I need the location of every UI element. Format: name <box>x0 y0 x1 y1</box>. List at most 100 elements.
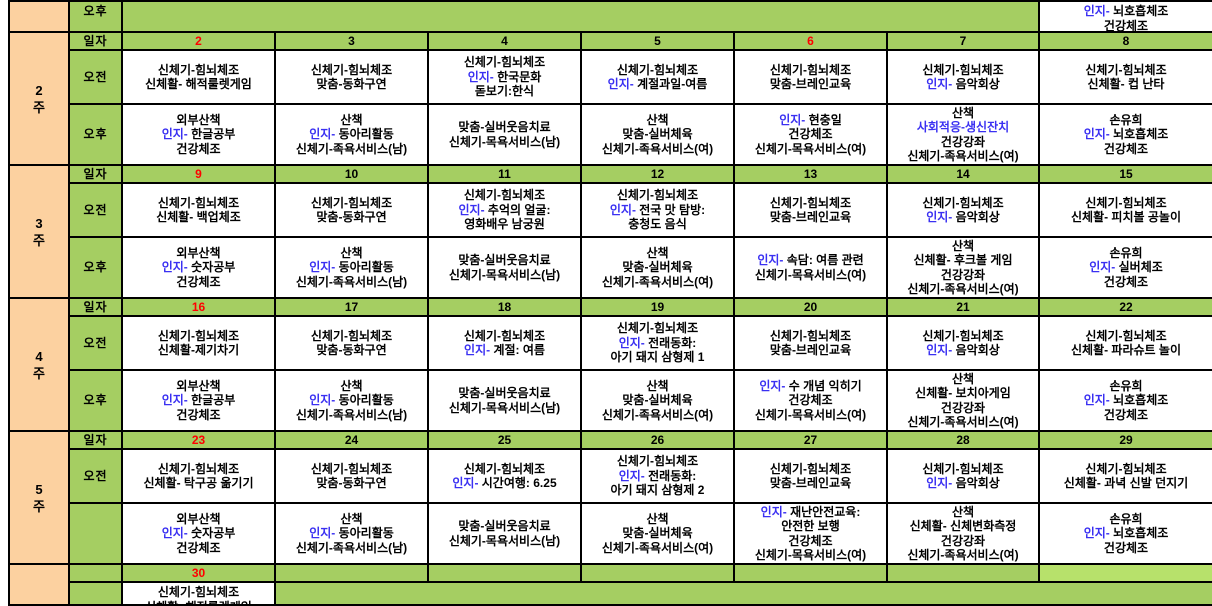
pm-cell-9: 외부산책 인지- 숫자공부 건강체조 <box>123 238 276 299</box>
empty-strip-week6 <box>276 583 1212 606</box>
cell-line: 산책 <box>340 511 363 526</box>
cell-line: 건강강좌 <box>940 267 986 282</box>
date-cell-18: 18 <box>429 299 582 317</box>
row-label-pm-w2: 오후 <box>70 105 123 166</box>
row-label-pm-w4: 오후 <box>70 371 123 432</box>
date-cell-16: 16 <box>123 299 276 317</box>
cell-line: 17 <box>344 299 359 314</box>
pm-cell-6: 인지- 현충일 건강체조 신체기-목욕서비스(여) <box>735 105 888 166</box>
cell-line: 맞춤-브레인교육 <box>769 210 852 224</box>
cell-line: 인지- 뇌호흡체조 <box>1083 393 1169 408</box>
cell-line: 아기 돼지 삼형제 2 <box>610 483 705 498</box>
date-cell-13: 13 <box>735 166 888 184</box>
cell-line: 건강체조 <box>1103 407 1149 422</box>
date-cell-29: 29 <box>1040 432 1212 450</box>
cell-line: 산책 <box>951 371 975 386</box>
cell-line: 오후 <box>83 260 108 275</box>
cell-line: 맞춤-실버웃음치료 <box>458 519 551 533</box>
date-cell-14: 14 <box>888 166 1040 184</box>
cell-line: 건강체조 <box>788 533 833 548</box>
am-cell-8: 신체기-힘뇌체조 신체활- 컵 난타 <box>1040 51 1212 105</box>
cell-line: 맞춤-브레인교육 <box>769 343 852 357</box>
cell-line: 인지- 뇌호흡체조 <box>1083 526 1169 541</box>
row-label-pm-w1: 오후 <box>70 2 123 33</box>
row-label-date-w4: 일자 <box>70 299 123 317</box>
cell-line: 28 <box>956 432 970 447</box>
cell-line: 신체활- 신체변화측정 <box>909 519 1017 533</box>
date-cell-10: 10 <box>276 166 429 184</box>
row-label-date-w3: 일자 <box>70 166 123 184</box>
cell-line: 신체기-힘뇌체조 <box>616 321 699 336</box>
am-cell-10: 신체기-힘뇌체조 맞춤-동화구연 <box>276 184 429 238</box>
cell-line: 신체기-힘뇌체조 <box>1085 195 1167 210</box>
cell-line: 신체활- 파라슈트 놀이 <box>1070 343 1182 357</box>
cell-line: 신체기-힘뇌체조 <box>1085 328 1167 343</box>
cell-line: 인지- 추억의 얼굴: <box>458 202 551 217</box>
pm-cell-25: 맞춤-실버웃음치료 신체기-목욕서비스(남) <box>429 504 582 565</box>
pm-cell-12: 산책 맞춤-실버체육 신체기-족욕서비스(여) <box>582 238 735 299</box>
cell-line: 돋보기:한식 <box>474 84 535 99</box>
cell-line: 오후 <box>83 127 108 142</box>
cell-line: 맞춤-브레인교육 <box>769 77 852 91</box>
date-cell-8: 8 <box>1040 33 1212 51</box>
date-cell-3: 3 <box>276 33 429 51</box>
cell-line: 22 <box>1119 299 1133 314</box>
cell-line: 건강체조 <box>1103 18 1149 33</box>
am-cell-20: 신체기-힘뇌체조 맞춤-브레인교육 <box>735 317 888 371</box>
date-cell-21: 21 <box>888 299 1040 317</box>
row-label-pm-w5 <box>70 504 123 565</box>
cell-line: 18 <box>497 299 512 314</box>
am-cell-16: 신체기-힘뇌체조 신체활-제기차기 <box>123 317 276 371</box>
cell-line: 산책 <box>340 112 363 127</box>
row-label-am-w4: 오전 <box>70 317 123 371</box>
cell-line: 30 <box>191 565 206 580</box>
cell-line: 인지- 전래동화: <box>618 335 697 350</box>
cell-line: 3 <box>35 215 43 231</box>
am-cell-12: 신체기-힘뇌체조 인지- 전국 맛 탐방: 충청도 음식 <box>582 184 735 238</box>
am-cell-27: 신체기-힘뇌체조 맞춤-브레인교육 <box>735 450 888 504</box>
cell-line: 신체기-목욕서비스(여) <box>754 548 867 562</box>
row-label-pm-w3: 오후 <box>70 238 123 299</box>
pm-cell-27: 인지- 재난안전교육: 안전한 보행 건강체조 신체기-목욕서비스(여) <box>735 504 888 565</box>
cell-line: 신체기-족욕서비스(여) <box>601 274 714 289</box>
pm-cell-7: 산책 사회적응-생신잔치 건강강좌 신체기-족욕서비스(여) <box>888 105 1040 166</box>
cell-line: 인지- 뇌호흡체조 <box>1083 127 1169 142</box>
cell-line: 인지- 재난안전교육: <box>760 504 861 519</box>
cell-line: 25 <box>497 432 512 447</box>
cell-line: 신체활- 해적룰렛게임 <box>124 600 273 605</box>
date-cell-11: 11 <box>429 166 582 184</box>
pm-cell-17: 산책 인지- 동아리활동 신체기-족욕서비스(남) <box>276 371 429 432</box>
pm-cell-19: 산책 맞춤-실버체육 신체기-족욕서비스(여) <box>582 371 735 432</box>
cell-line: 주 <box>33 232 45 248</box>
cell-line: 일자 <box>83 33 108 48</box>
am-cell-15: 신체기-힘뇌체조 신체활- 피치볼 공놀이 <box>1040 184 1212 238</box>
cell-line: 신체기-힘뇌체조 <box>922 461 1004 476</box>
cell-line: 신체기-힘뇌체조 <box>769 62 852 77</box>
cell-line: 맞춤-실버웃음치료 <box>458 253 551 267</box>
empty-date-cell <box>276 565 429 583</box>
am-cell-4: 신체기-힘뇌체조 인지- 한국문화 돋보기:한식 <box>429 51 582 105</box>
cell-line: 오전 <box>83 69 108 84</box>
pm-cell-21: 산책 신체활- 보치아게임 건강강좌 신체기-족욕서비스(여) <box>888 371 1040 432</box>
row-label-date-w2: 일자 <box>70 33 123 51</box>
am-cell-2: 신체기-힘뇌체조 신체활- 해적룰렛게임 <box>123 51 276 105</box>
cell-line: 신체기-족욕서비스(여) <box>601 141 714 156</box>
cell-line: 신체기-족욕서비스(여) <box>907 282 1019 296</box>
cell-line: 신체기-족욕서비스(남) <box>295 407 408 422</box>
date-cell-17: 17 <box>276 299 429 317</box>
cell-line: 신체기-힘뇌체조 <box>310 62 393 77</box>
cell-line: 5 <box>654 33 661 48</box>
cell-line: 10 <box>344 166 359 181</box>
cell-line: 인지- 동아리활동 <box>309 526 394 541</box>
cell-line: 신체기-힘뇌체조 <box>922 328 1004 343</box>
cell-line: 4 <box>501 33 508 48</box>
row-label-am-w2: 오전 <box>70 51 123 105</box>
cell-line: 신체활- 탁구공 옮기기 <box>143 476 254 490</box>
cell-line: 산책 <box>646 378 669 393</box>
date-cell-9: 9 <box>123 166 276 184</box>
pm-cell-15: 손유희 인지- 실버체조 건강체조 <box>1040 238 1212 299</box>
date-cell-12: 12 <box>582 166 735 184</box>
